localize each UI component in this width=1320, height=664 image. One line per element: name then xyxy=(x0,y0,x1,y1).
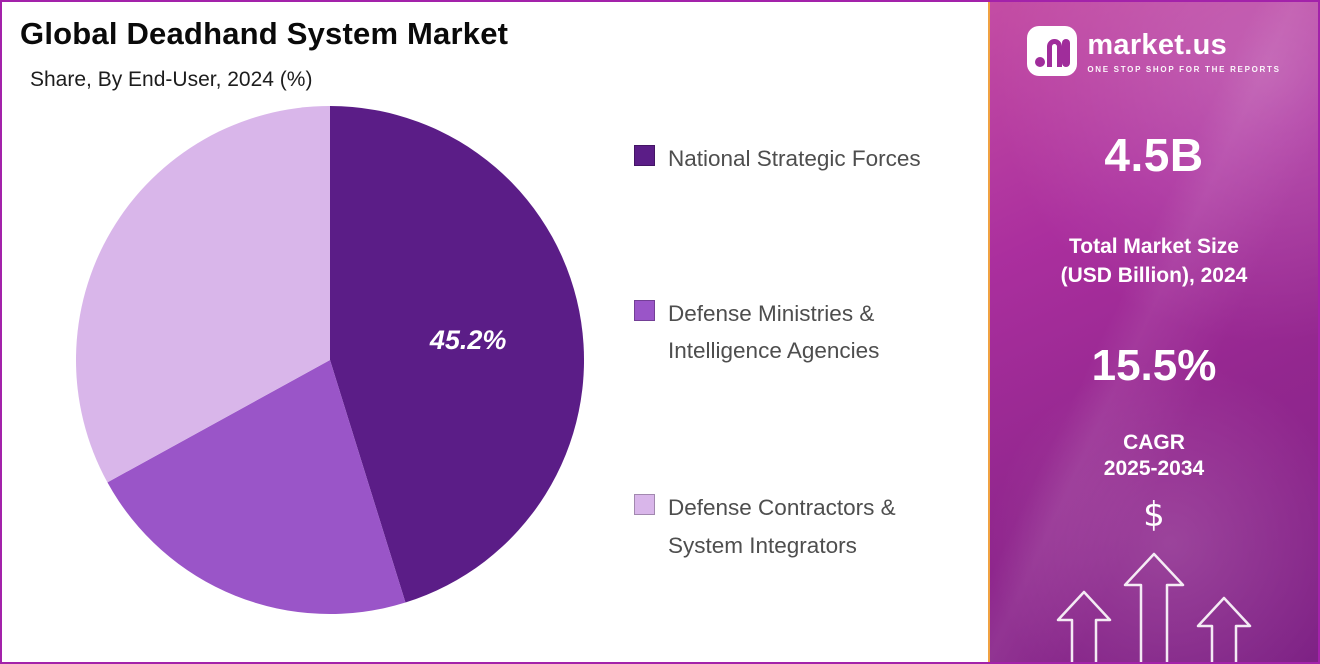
dollar-icon: $ xyxy=(1143,494,1165,535)
cagr-period: 2025-2034 xyxy=(1103,456,1205,480)
sidebar-content: market.us ONE STOP SHOP FOR THE REPORTS … xyxy=(990,2,1318,662)
chart-subtitle: Share, By End-User, 2024 (%) xyxy=(30,68,313,91)
legend-label: Defense Contractors & System Integrators xyxy=(668,495,896,558)
legend-item-national-strategic-forces: National Strategic Forces xyxy=(634,140,988,177)
pie-chart: 45.2% xyxy=(75,106,585,615)
growth-arrows-icon xyxy=(1056,552,1252,662)
brand-tagline: ONE STOP SHOP FOR THE REPORTS xyxy=(1087,64,1281,74)
legend-item-defense-contractors: Defense Contractors & System Integrators xyxy=(634,489,988,563)
pie-slice-2 xyxy=(107,360,406,615)
legend-label: National Strategic Forces xyxy=(668,146,921,171)
chart-area: Global Deadhand System Market Share, By … xyxy=(2,2,988,662)
chart-legend: National Strategic Forces Defense Minist… xyxy=(634,100,988,564)
market-us-logo-icon xyxy=(1027,26,1078,76)
chart-header: Global Deadhand System Market Share, By … xyxy=(2,2,988,92)
market-us-logo: market.us ONE STOP SHOP FOR THE REPORTS xyxy=(1027,26,1280,76)
legend-swatch-icon xyxy=(634,145,655,166)
pie-data-label: 45.2% xyxy=(429,325,507,355)
legend-swatch-icon xyxy=(634,494,655,516)
page-title: Global Deadhand System Market xyxy=(20,16,509,51)
logo-text: market.us ONE STOP SHOP FOR THE REPORTS xyxy=(1087,29,1280,74)
legend-swatch-icon xyxy=(634,300,655,322)
legend-label: Defense Ministries & Intelligence Agenci… xyxy=(668,301,880,364)
cagr-value: 15.5% xyxy=(1091,340,1217,390)
pie-slice-3 xyxy=(75,106,330,483)
market-size-value: 4.5B xyxy=(1104,129,1204,181)
pie-slice-1 xyxy=(330,106,585,603)
brand-name: market.us xyxy=(1087,28,1228,61)
chart-row: 45.2% National Strategic Forces Defense … xyxy=(2,100,988,620)
cagr-label: CAGR xyxy=(1123,430,1185,454)
legend-item-defense-ministries: Defense Ministries & Intelligence Agenci… xyxy=(634,295,988,369)
market-size-label: Total Market Size (USD Billion), 2024 xyxy=(1060,235,1248,288)
brand-sidebar: market.us ONE STOP SHOP FOR THE REPORTS … xyxy=(988,2,1318,662)
